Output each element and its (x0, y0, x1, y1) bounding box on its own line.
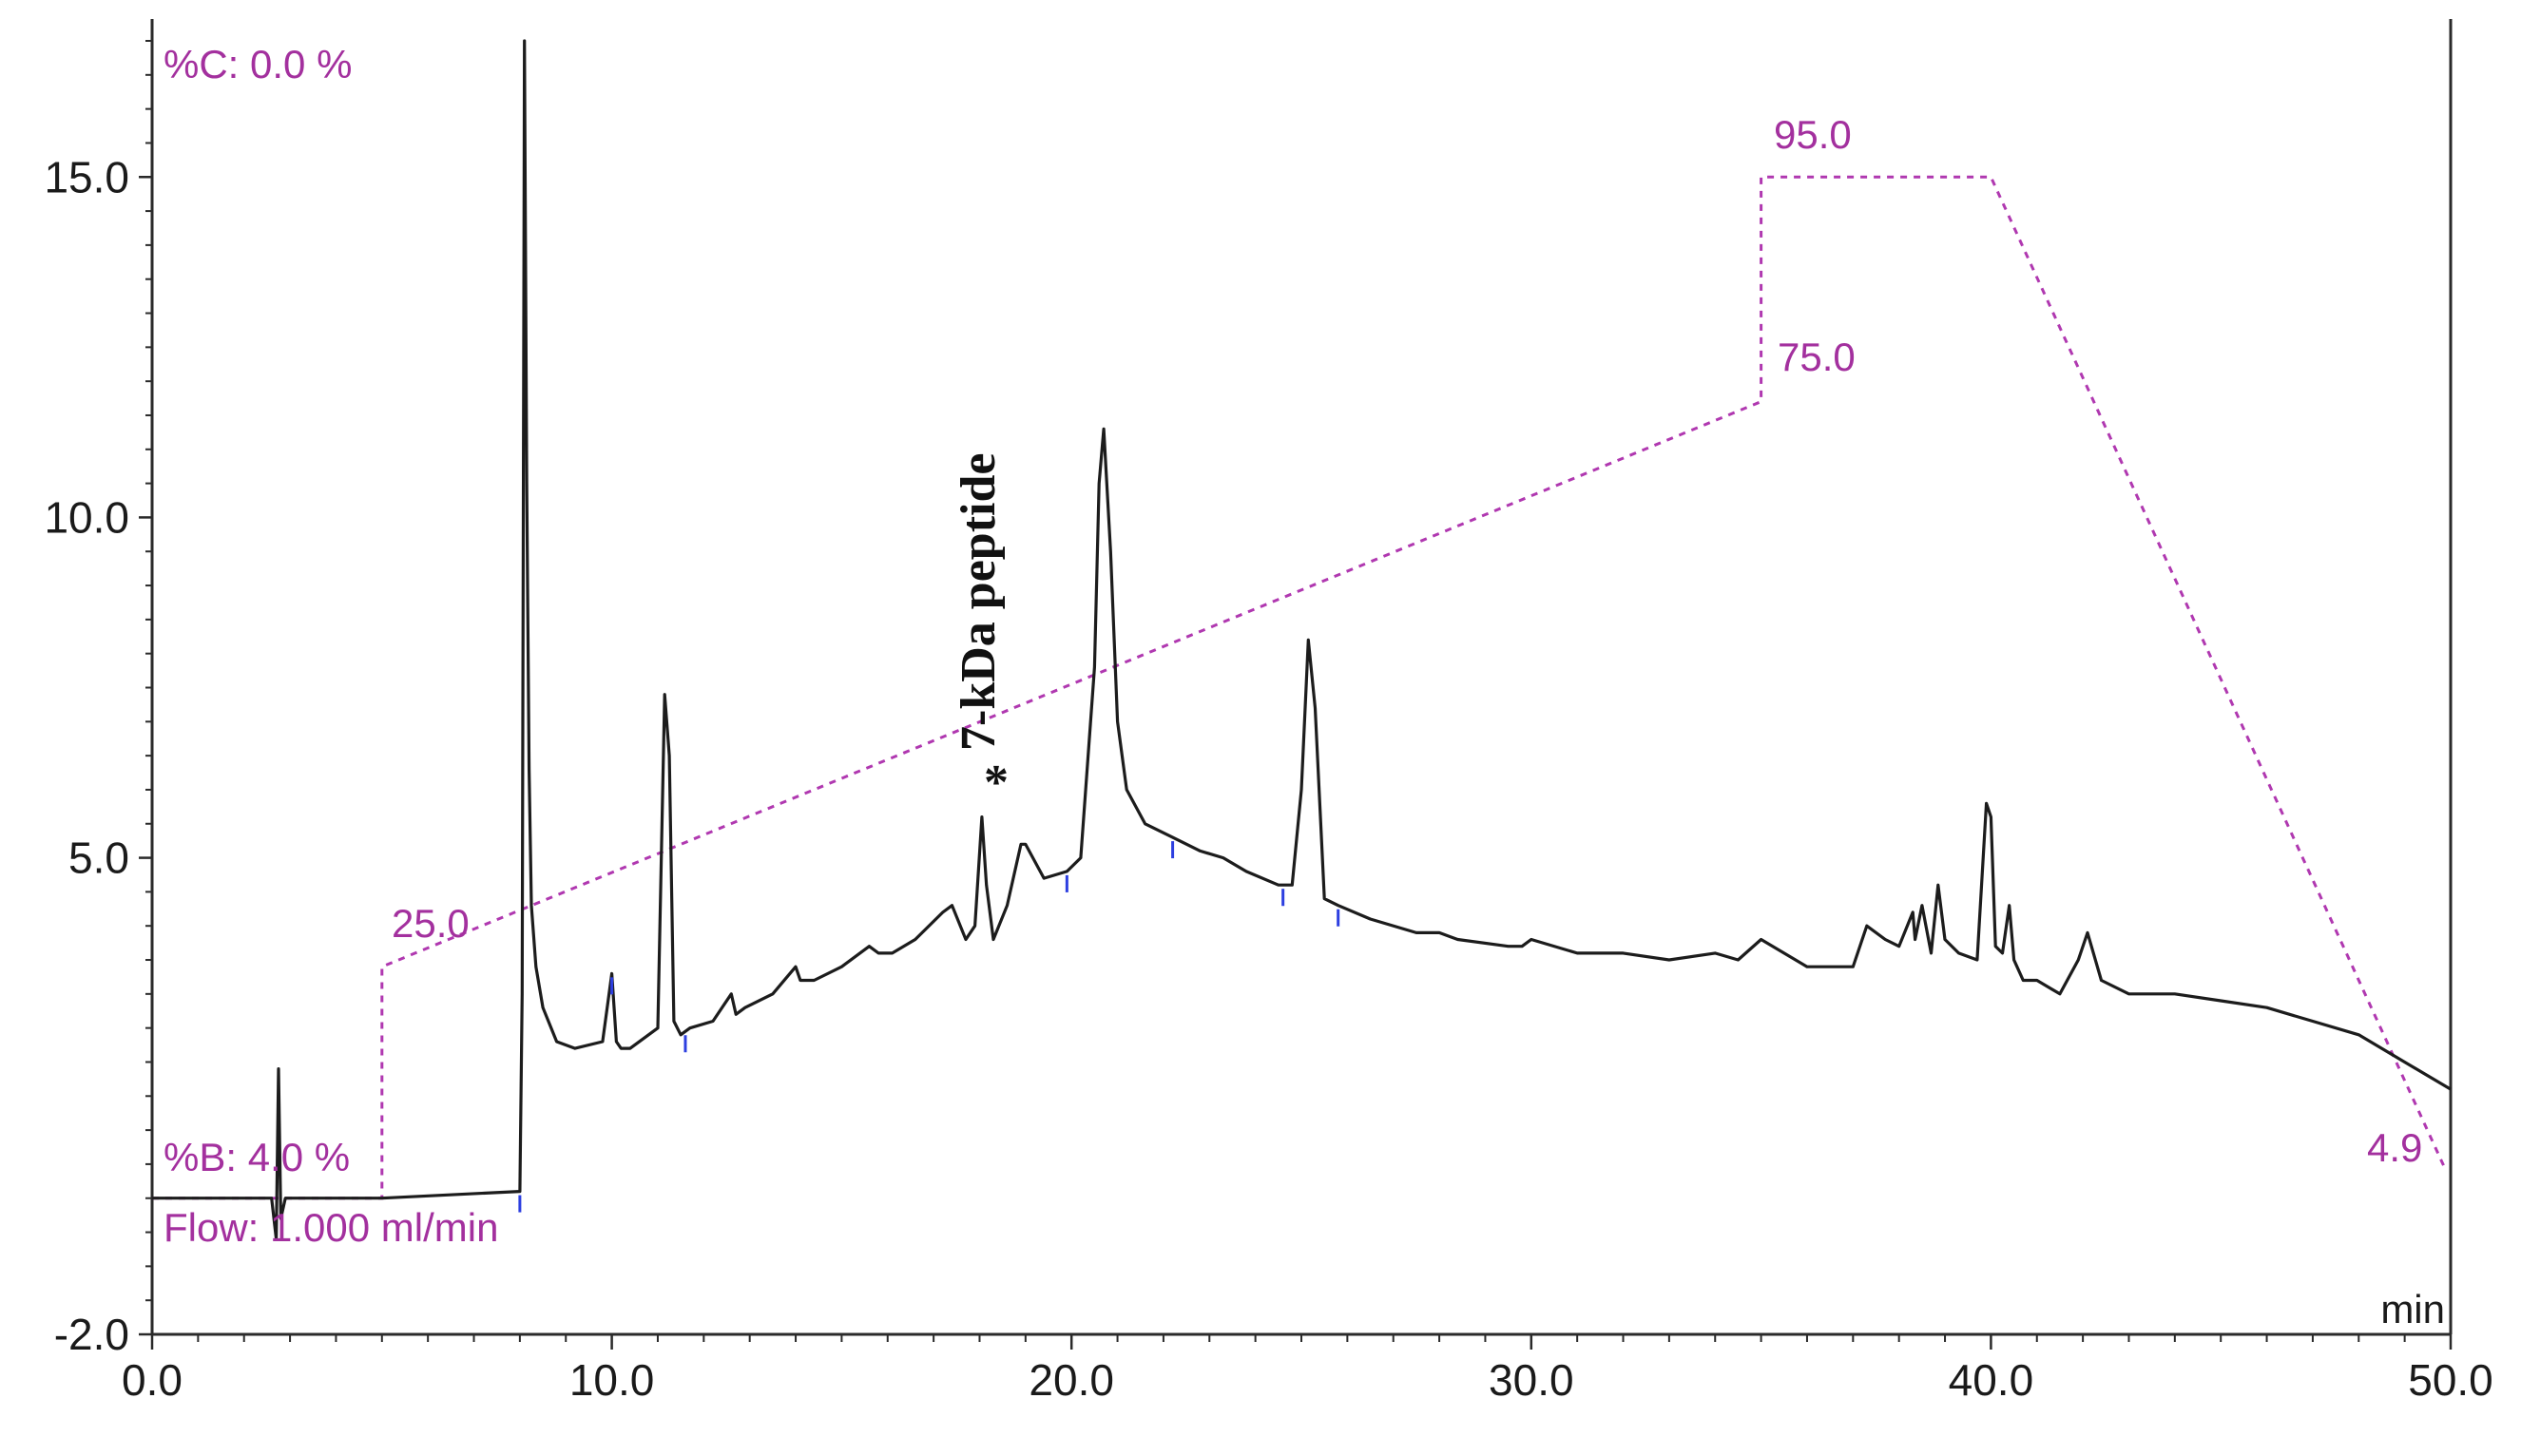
axes (150, 19, 2453, 1336)
gradient-value-75: 75.0 (1778, 335, 1856, 379)
flow-label: Flow: 1.000 ml/min (164, 1205, 498, 1250)
marker-layer (518, 841, 1340, 1213)
y-tick-label: 15.0 (44, 152, 129, 201)
y-tick-label: 10.0 (44, 492, 129, 542)
trace-layer (152, 39, 2452, 1241)
x-tick-label: 30.0 (1489, 1355, 1574, 1405)
x-tick-label: 40.0 (1949, 1355, 2034, 1405)
y-ticks: -2.0 5.0 10.0 15.0 (44, 40, 152, 1359)
x-unit-label: min (2380, 1287, 2445, 1331)
x-tick-label: 50.0 (2408, 1355, 2493, 1405)
y-tick-label: 5.0 (68, 833, 129, 883)
percent-c-label: %C: 0.0 % (164, 42, 352, 86)
y-tick-label: -2.0 (54, 1310, 129, 1359)
x-tick-label: 10.0 (569, 1355, 655, 1405)
chromatogram-trace (152, 39, 2452, 1241)
gradient-value-25: 25.0 (392, 901, 470, 946)
peptide-label: 7-kDa peptide (952, 453, 1006, 751)
x-tick-label: 0.0 (122, 1355, 183, 1405)
gradient-value-end: 4.9 (2367, 1125, 2422, 1170)
gradient-program-line (152, 175, 2448, 1200)
gradient-value-95: 95.0 (1774, 112, 1852, 157)
x-tick-label: 20.0 (1029, 1355, 1114, 1405)
gradient-layer (152, 175, 2448, 1200)
peptide-asterisk: * (984, 756, 1009, 810)
percent-b-label: %B: 4.0 % (164, 1135, 350, 1179)
x-ticks: 0.0 10.0 20.0 30.0 40.0 50.0 (122, 1334, 2493, 1405)
